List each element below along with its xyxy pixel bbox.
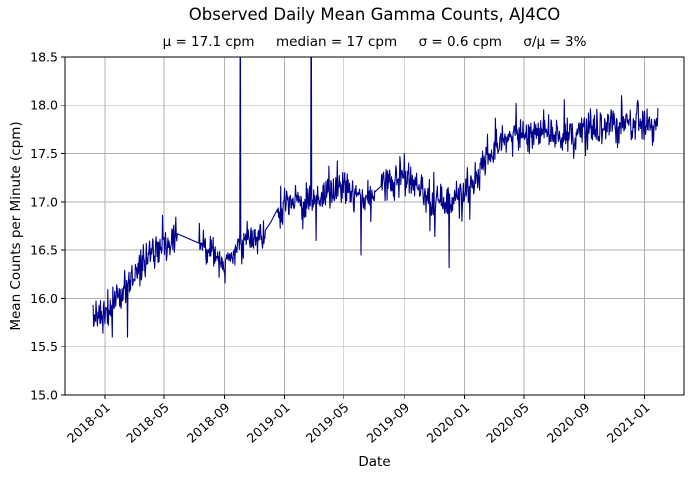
ticks [61, 56, 646, 399]
x-axis-label: Date [358, 454, 391, 470]
x-tick-label: 2020-01 [424, 400, 473, 446]
y-tick-label: 15.5 [30, 339, 58, 354]
x-tick-label: 2020-09 [544, 400, 593, 446]
y-tick-label: 17.0 [30, 194, 58, 209]
y-tick-label: 18.0 [30, 98, 58, 113]
axes-spines [64, 56, 685, 396]
y-tick-label: 18.5 [30, 49, 58, 64]
x-tick-label: 2018-09 [184, 400, 233, 446]
chart-title: Observed Daily Mean Gamma Counts, AJ4CO [188, 5, 561, 24]
x-tick-label: 2018-01 [64, 400, 113, 446]
x-tick-label: 2019-01 [244, 400, 293, 446]
chart-subtitle-stats: μ = 17.1 cpm median = 17 cpm σ = 0.6 cpm… [162, 34, 587, 50]
x-tick-label: 2019-05 [303, 400, 352, 446]
x-tick-label: 2021-01 [604, 400, 653, 446]
y-tick-label: 15.0 [30, 387, 58, 402]
data-line [92, 57, 659, 338]
x-tick-label: 2020-05 [483, 400, 532, 446]
x-tick-label: 2018-05 [123, 400, 172, 446]
x-tick-label: 2019-09 [363, 400, 412, 446]
y-tick-label: 16.0 [30, 291, 58, 306]
y-tick-label: 16.5 [30, 243, 58, 258]
y-tick-label: 17.5 [30, 146, 58, 161]
axes-background [65, 57, 684, 395]
y-axis-label: Mean Counts per Minute (cpm) [8, 121, 24, 331]
